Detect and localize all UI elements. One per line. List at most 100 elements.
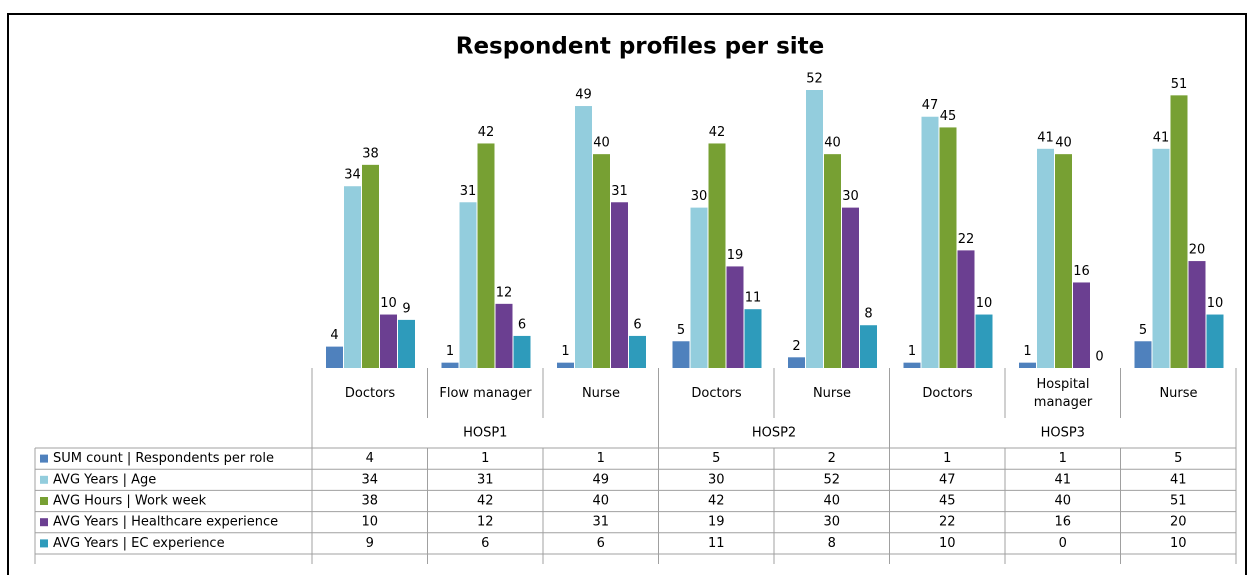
- table-value: 1: [943, 451, 951, 466]
- category-label: Doctors: [691, 386, 742, 402]
- category-label: Doctors: [344, 386, 396, 402]
- category-label-box: Flow manager: [439, 386, 532, 402]
- bar: [690, 207, 708, 368]
- bar: [593, 154, 610, 368]
- bar: [557, 362, 574, 368]
- data-label: 52: [806, 72, 823, 87]
- data-label: 5: [1139, 323, 1147, 338]
- data-label: 6: [633, 317, 641, 332]
- table-value: 6: [597, 536, 605, 551]
- bar: [1037, 148, 1054, 368]
- legend-label: AVG Years | Age: [53, 472, 156, 487]
- category-label: Nurse: [581, 386, 621, 402]
- data-label: 12: [496, 285, 513, 300]
- table-value: 49: [592, 472, 609, 487]
- group-label: HOSP1: [463, 426, 507, 441]
- bar: [860, 325, 877, 368]
- data-label: 38: [362, 146, 379, 161]
- category-label: Nurse: [1159, 386, 1198, 402]
- bar: [575, 106, 592, 369]
- bar: [1055, 154, 1072, 368]
- table-value: 10: [361, 515, 378, 530]
- legend-key: [40, 518, 48, 527]
- table-value: 6: [481, 536, 489, 551]
- data-label: 42: [709, 125, 726, 140]
- data-label: 30: [842, 189, 859, 204]
- category-label: Doctors: [922, 386, 973, 402]
- table-value: 45: [939, 494, 956, 509]
- category-label-box: Nurse: [1159, 386, 1198, 402]
- chart-title: Respondent profiles per site: [456, 34, 825, 60]
- legend-label: AVG Years | EC experience: [53, 536, 225, 551]
- data-label: 10: [976, 296, 993, 311]
- table-value: 9: [366, 536, 374, 551]
- table-value: 1: [1059, 451, 1067, 466]
- data-label: 1: [1023, 344, 1031, 359]
- bar: [903, 362, 921, 368]
- bar: [824, 154, 841, 368]
- table-value: 20: [1170, 515, 1187, 530]
- data-label: 8: [864, 307, 872, 322]
- data-label: 19: [727, 248, 744, 263]
- table-value: 41: [1170, 472, 1187, 487]
- table-value: 52: [823, 472, 840, 487]
- category-label-box: Nurse: [813, 386, 851, 401]
- table-value: 16: [1054, 515, 1071, 530]
- data-label: 31: [460, 184, 477, 199]
- bar: [459, 202, 477, 368]
- table-value: 40: [823, 494, 840, 509]
- table-value: 1: [481, 451, 489, 466]
- data-label: 0: [1095, 350, 1103, 365]
- bar: [1206, 314, 1224, 368]
- table-value: 10: [1170, 536, 1187, 551]
- bar: [726, 266, 744, 368]
- bar: [477, 143, 495, 368]
- category-label-box: Hospital manager: [1033, 377, 1093, 410]
- bar: [842, 207, 859, 368]
- group-label: HOSP3: [1041, 426, 1085, 441]
- category-label-box: Doctors: [691, 386, 742, 402]
- table-value: 5: [712, 451, 720, 466]
- data-label: 34: [344, 168, 361, 183]
- category-label-box: Doctors: [344, 386, 396, 402]
- data-label: 40: [1055, 136, 1072, 151]
- bar: [1019, 362, 1036, 368]
- table-value: 12: [477, 515, 494, 530]
- data-label: 5: [677, 323, 685, 338]
- table-value: 2: [828, 451, 836, 466]
- data-label: 45: [940, 109, 957, 124]
- bar: [939, 127, 957, 368]
- table-value: 30: [708, 472, 725, 487]
- legend-key: [40, 497, 48, 505]
- table-value: 30: [823, 515, 840, 530]
- legend-label: AVG Years | Healthcare experience: [53, 515, 278, 530]
- data-label: 41: [1153, 130, 1170, 145]
- data-label: 41: [1037, 130, 1054, 145]
- legend-key: [40, 539, 48, 548]
- bar: [1134, 341, 1152, 368]
- bar: [611, 202, 628, 368]
- table-value: 22: [939, 515, 956, 530]
- data-label: 6: [518, 317, 526, 332]
- category-label: Flow manager: [439, 386, 532, 402]
- table-value: 40: [1054, 494, 1071, 509]
- bar: [744, 309, 762, 368]
- bar: [672, 341, 690, 368]
- table-value: 47: [939, 472, 956, 487]
- table-value: 40: [592, 494, 609, 509]
- table-value: 31: [592, 515, 609, 530]
- data-label: 49: [575, 88, 592, 103]
- bar: [1152, 148, 1170, 368]
- data-label: 40: [593, 136, 610, 151]
- bar: [788, 357, 805, 368]
- bar: [957, 250, 975, 368]
- table-value: 42: [708, 494, 725, 509]
- data-label: 22: [958, 232, 975, 247]
- bar: [380, 314, 397, 368]
- data-label: 10: [1207, 296, 1224, 311]
- data-label: 31: [611, 184, 628, 199]
- data-label: 1: [446, 344, 454, 359]
- category-label: Hospital manager: [1033, 377, 1093, 410]
- legend-key: [40, 454, 48, 463]
